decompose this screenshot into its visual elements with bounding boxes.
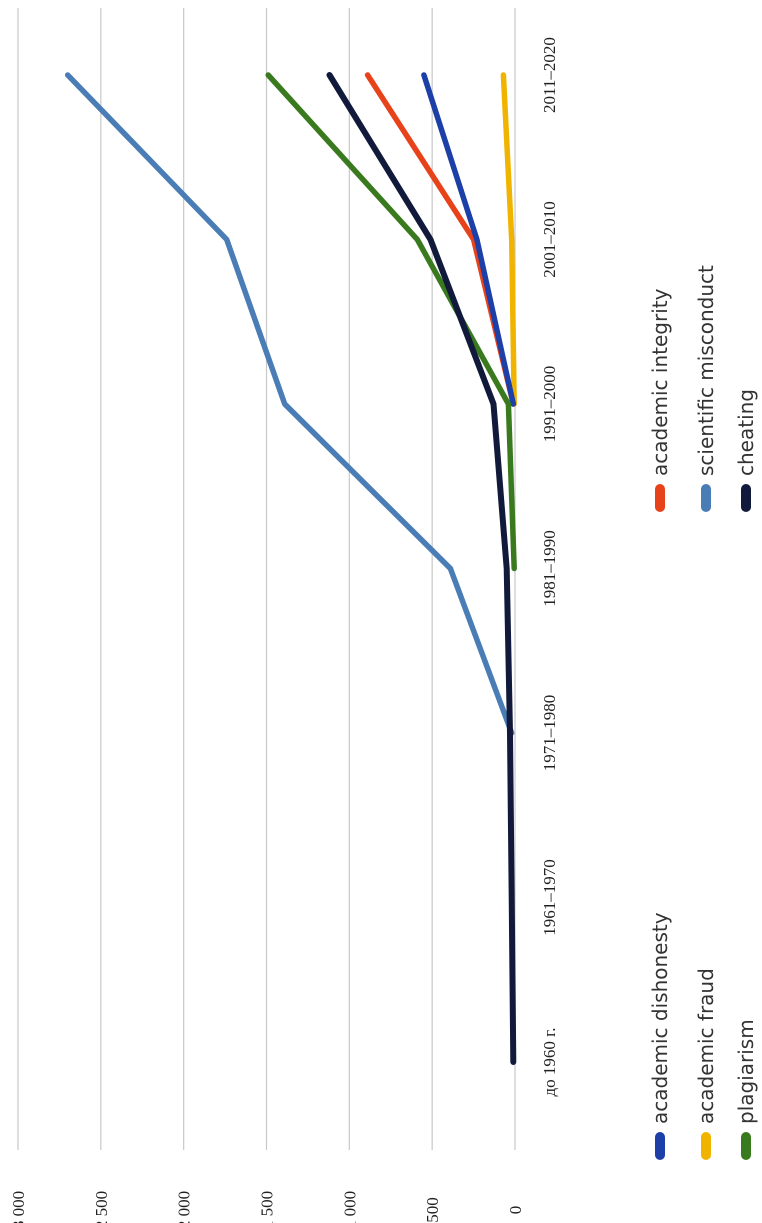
legend-label: academic fraud — [694, 968, 718, 1124]
legend-label: scientific misconduct — [694, 265, 718, 476]
legend: academic dishonesty academic fraud plagiar… — [648, 265, 758, 1160]
series-line-academic-fraud — [500, 72, 517, 407]
legend-label: academic integrity — [648, 288, 672, 476]
series-line-scientific-misconduct — [64, 72, 515, 736]
category-tick-label: 2011–2020 — [540, 37, 559, 113]
legend-item: academic integrity — [648, 288, 672, 512]
value-tick-label: 3 000 — [9, 1191, 28, 1223]
value-axis-ticks: 0 500 1 000 1 500 2 000 2 500 3 000 — [9, 1191, 525, 1223]
value-tick-label: 2 000 — [175, 1191, 194, 1223]
legend-label: plagiarism — [734, 1019, 758, 1124]
legend-item: scientific misconduct — [694, 265, 718, 512]
legend-item: cheating — [734, 389, 758, 512]
category-tick-label: 1991–2000 — [540, 366, 559, 443]
series-line-plagiarism — [265, 72, 517, 572]
category-tick-label: до 1960 г. — [540, 1028, 559, 1097]
value-tick-label: 0 — [506, 1206, 525, 1215]
category-tick-label: 1981–1990 — [540, 530, 559, 607]
legend-swatch — [701, 1132, 711, 1160]
category-tick-label: 1971–1980 — [540, 695, 559, 772]
series-lines — [64, 72, 517, 1065]
legend-label: cheating — [734, 389, 758, 476]
legend-item: plagiarism — [734, 1019, 758, 1160]
value-tick-label: 500 — [423, 1197, 442, 1223]
value-tick-label: 2 500 — [92, 1191, 111, 1223]
legend-swatch — [741, 1132, 751, 1160]
legend-swatch — [701, 484, 711, 512]
legend-item: academic fraud — [694, 968, 718, 1160]
legend-item: academic dishonesty — [648, 912, 672, 1160]
series-line-cheating — [326, 72, 517, 1065]
gridlines — [17, 8, 516, 1150]
legend-label: academic dishonesty — [648, 912, 672, 1124]
value-tick-label: 1 500 — [258, 1191, 277, 1223]
legend-swatch — [741, 484, 751, 512]
category-axis-ticks: до 1960 г. 1961–1970 1971–1980 1981–1990 199… — [540, 37, 559, 1096]
category-tick-label: 1961–1970 — [540, 859, 559, 936]
legend-swatch — [655, 484, 665, 512]
legend-swatch — [655, 1132, 665, 1160]
value-tick-label: 1 000 — [340, 1191, 359, 1223]
series-line-academic-dishonesty — [421, 72, 517, 407]
category-tick-label: 2001–2010 — [540, 201, 559, 278]
